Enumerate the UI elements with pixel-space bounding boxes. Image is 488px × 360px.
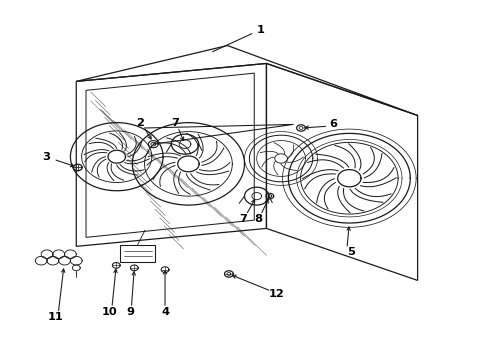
Text: 7: 7 <box>171 118 179 128</box>
Text: 1: 1 <box>256 25 264 35</box>
Text: 2: 2 <box>136 118 143 128</box>
Text: 12: 12 <box>268 289 284 299</box>
Text: 7: 7 <box>239 214 247 224</box>
Text: 8: 8 <box>254 214 262 224</box>
Text: 6: 6 <box>329 120 337 129</box>
Text: 11: 11 <box>47 312 63 322</box>
Text: 4: 4 <box>161 307 169 316</box>
Text: 5: 5 <box>346 247 354 257</box>
Text: 3: 3 <box>42 152 50 162</box>
FancyBboxPatch shape <box>120 244 155 262</box>
Text: 9: 9 <box>125 307 134 316</box>
Text: 10: 10 <box>102 307 117 316</box>
